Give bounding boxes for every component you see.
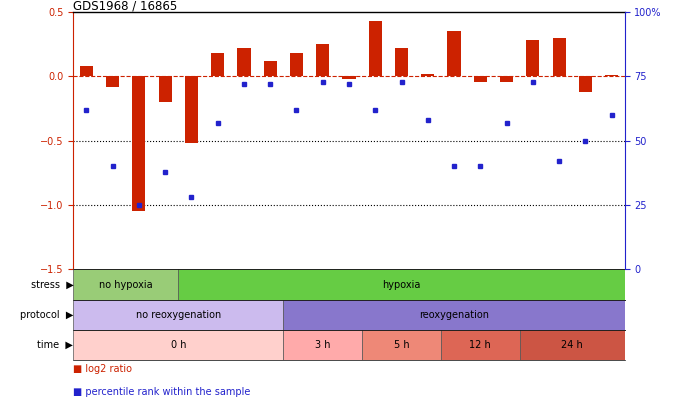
Bar [520,330,625,360]
Bar [362,330,441,360]
Bar [158,77,172,102]
Bar [211,53,224,77]
Text: 24 h: 24 h [561,340,583,350]
Bar [283,330,362,360]
Bar [579,77,592,92]
Bar [290,53,303,77]
Bar [474,77,487,81]
Bar [605,75,618,77]
Bar [553,38,565,77]
Bar [343,77,355,79]
Bar [500,77,513,81]
Text: reoxygenation: reoxygenation [419,310,489,320]
Bar [441,330,520,360]
Bar [106,77,119,87]
Bar [133,77,145,211]
Bar [73,300,283,330]
Bar [395,48,408,77]
Text: hypoxia: hypoxia [383,279,421,290]
Bar [526,40,540,77]
Text: ■ log2 ratio: ■ log2 ratio [73,364,133,375]
Text: 12 h: 12 h [470,340,491,350]
Text: 0 h: 0 h [170,340,186,350]
Bar [80,66,93,77]
Text: 3 h: 3 h [315,340,330,350]
Text: time  ▶: time ▶ [38,340,73,350]
Bar [421,74,434,77]
Bar [264,61,277,77]
Bar [73,269,178,300]
Text: no hypoxia: no hypoxia [99,279,153,290]
Bar [369,21,382,77]
Text: protocol  ▶: protocol ▶ [20,310,73,320]
Bar [316,44,329,77]
Bar [237,48,251,77]
Text: no reoxygenation: no reoxygenation [135,310,221,320]
Bar [283,300,625,330]
Text: GDS1968 / 16865: GDS1968 / 16865 [73,0,177,12]
Text: ■ percentile rank within the sample: ■ percentile rank within the sample [73,387,251,397]
Text: stress  ▶: stress ▶ [31,279,73,290]
Bar [73,330,283,360]
Bar [185,77,198,143]
Bar [178,269,625,300]
Bar [447,32,461,77]
Text: 5 h: 5 h [394,340,409,350]
